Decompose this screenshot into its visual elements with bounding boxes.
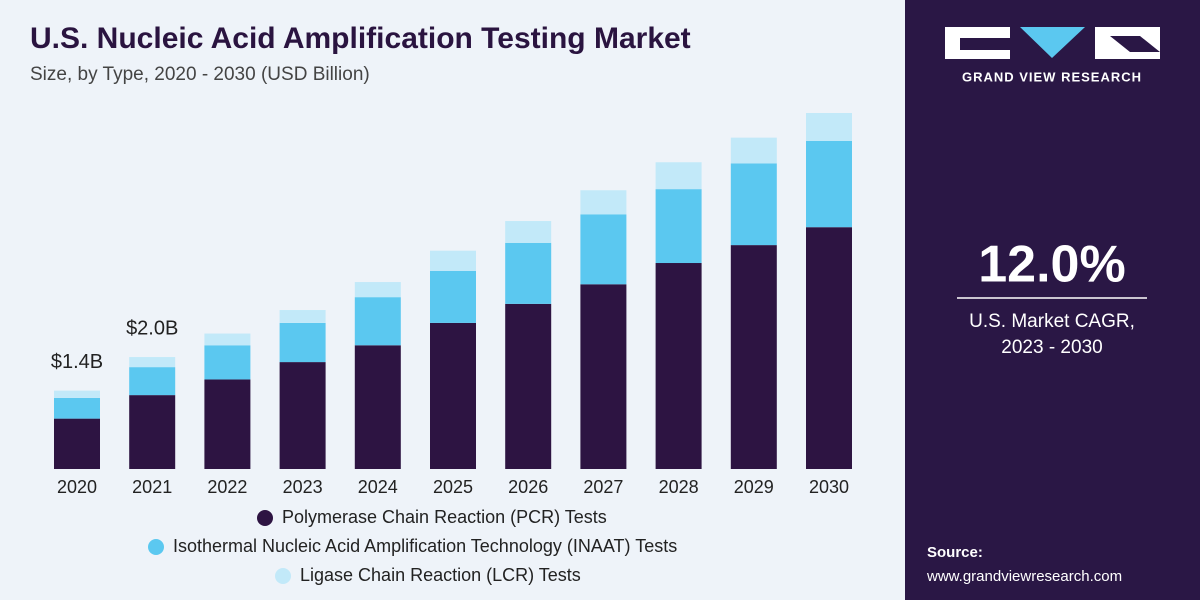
bar-segment <box>505 221 552 243</box>
bar-segment <box>580 214 627 285</box>
bar-segment <box>129 357 176 368</box>
source-label: Source: <box>927 544 983 561</box>
logo-v <box>1020 27 1085 58</box>
bar-segment <box>580 284 627 469</box>
logo-cut <box>1110 36 1160 52</box>
bar-segment <box>129 367 176 396</box>
logo-cut <box>960 38 1010 50</box>
bar-segment <box>279 362 326 469</box>
bar-segment <box>279 310 326 323</box>
bar-segment <box>204 345 251 380</box>
cagr-value: 12.0% <box>978 236 1125 294</box>
bar-segment <box>806 113 852 141</box>
x-tick-label: 2022 <box>207 477 247 497</box>
bar-segment <box>580 190 627 215</box>
side-panel <box>905 0 1200 600</box>
bar-segment <box>505 303 552 469</box>
logo: GRAND VIEW RESEARCH <box>945 27 1160 84</box>
bar-segment <box>430 270 476 323</box>
total-label: $1.4B <box>51 351 103 373</box>
bar-segment <box>354 282 401 298</box>
x-tick-label: 2027 <box>583 477 623 497</box>
bar-segment <box>54 418 100 469</box>
chart-subtitle: Size, by Type, 2020 - 2030 (USD Billion) <box>30 64 370 85</box>
bar-segment <box>806 140 852 228</box>
bar-segment <box>655 263 702 469</box>
legend-swatch <box>148 539 164 555</box>
legend-swatch <box>257 510 273 526</box>
x-tick-label: 2029 <box>734 477 774 497</box>
bar-segment <box>430 250 476 271</box>
cagr-period: 2023 - 2030 <box>1001 337 1102 358</box>
x-tick-label: 2025 <box>433 477 473 497</box>
bar-segment <box>655 162 702 190</box>
x-tick-label: 2023 <box>283 477 323 497</box>
bar-segment <box>129 395 176 469</box>
bar-segment <box>730 245 777 469</box>
bar-segment <box>806 227 852 469</box>
legend-label: Polymerase Chain Reaction (PCR) Tests <box>282 507 607 527</box>
bar-segment <box>354 345 401 469</box>
legend-label: Isothermal Nucleic Acid Amplification Te… <box>173 536 677 556</box>
legend-label: Ligase Chain Reaction (LCR) Tests <box>300 565 581 585</box>
x-tick-label: 2020 <box>57 477 97 497</box>
x-tick-label: 2026 <box>508 477 548 497</box>
bar-segment <box>505 242 552 304</box>
bar-segment <box>54 390 100 398</box>
bar-segment <box>204 333 251 346</box>
bar-segment <box>204 379 251 469</box>
bar-segment <box>655 189 702 264</box>
x-tick-label: 2028 <box>659 477 699 497</box>
bar-segment <box>730 137 777 164</box>
bar-segment <box>54 397 100 419</box>
bar-segment <box>430 322 476 469</box>
total-label: $2.0B <box>126 317 178 339</box>
bar-segment <box>354 297 401 346</box>
bar-segment <box>730 163 777 246</box>
bar-segment <box>279 322 326 363</box>
source-url: www.grandviewresearch.com <box>926 568 1122 585</box>
cagr-label: U.S. Market CAGR, <box>969 311 1135 332</box>
x-tick-label: 2024 <box>358 477 398 497</box>
brand-name: GRAND VIEW RESEARCH <box>962 69 1142 84</box>
chart-title: U.S. Nucleic Acid Amplification Testing … <box>30 22 691 55</box>
x-tick-label: 2021 <box>132 477 172 497</box>
legend-swatch <box>275 568 291 584</box>
x-tick-label: 2030 <box>809 477 849 497</box>
